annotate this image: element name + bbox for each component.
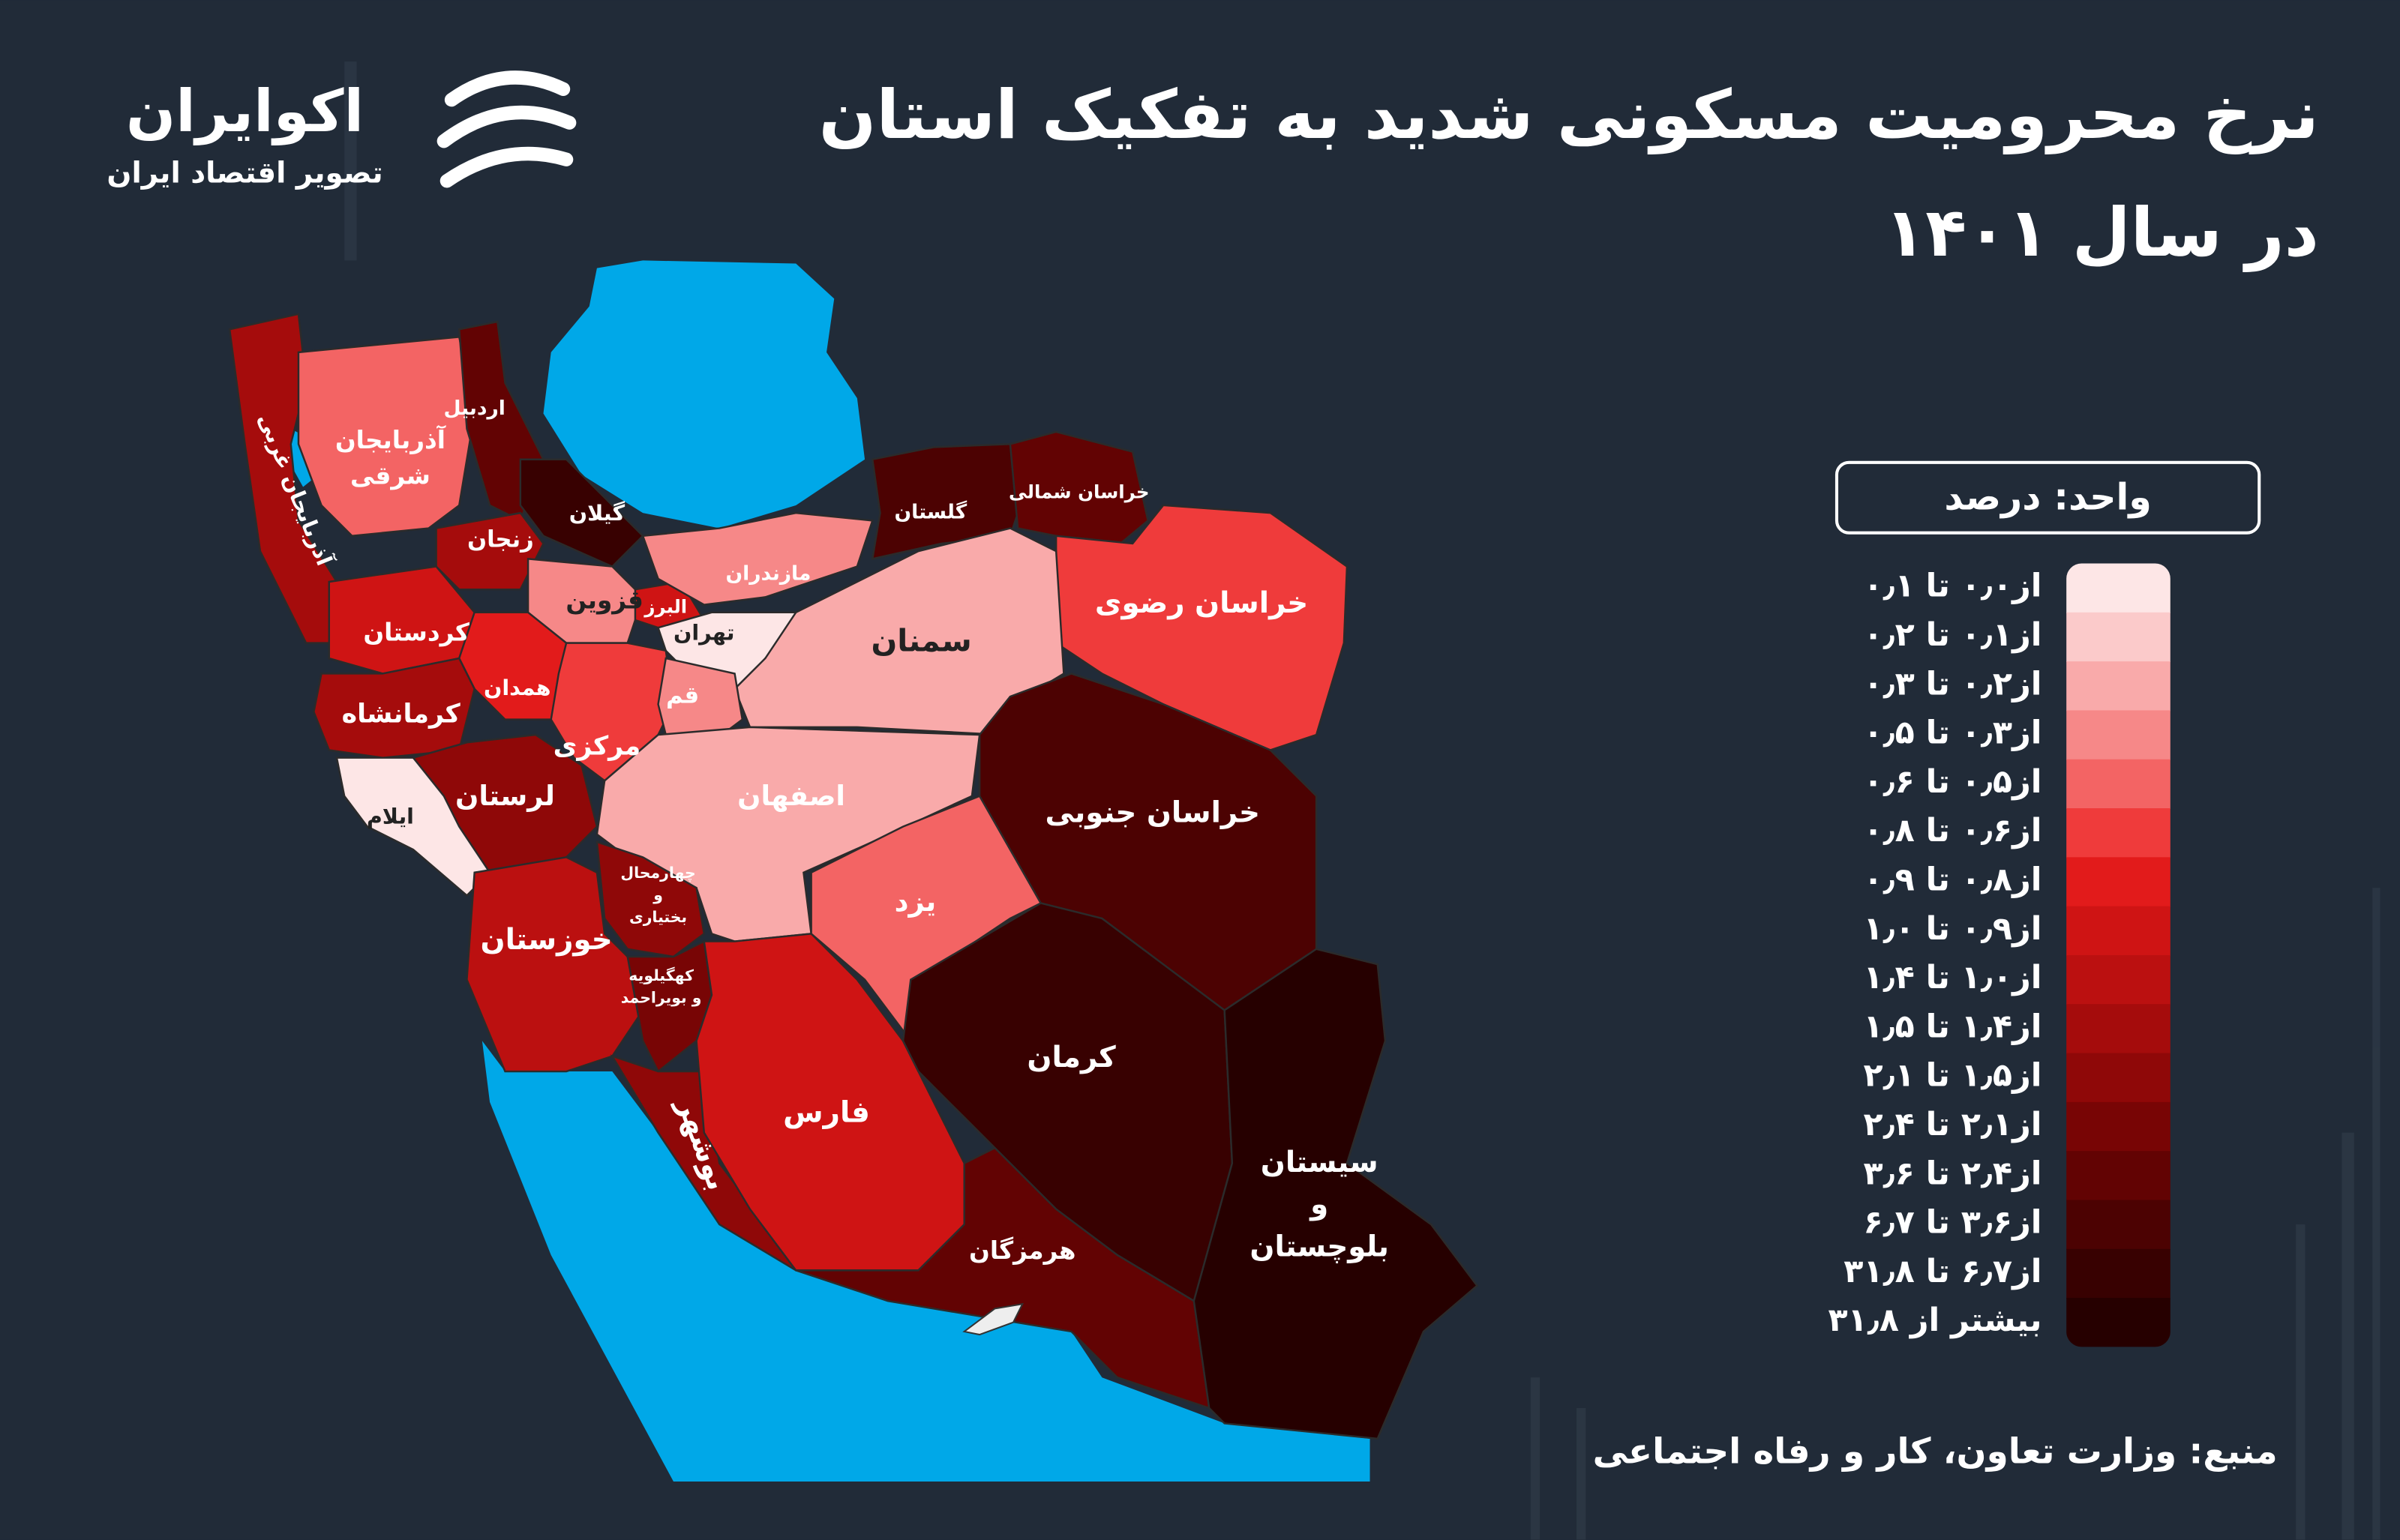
legend-label: از۲٫۴ تا ۳٫۶ <box>1863 1155 2042 1192</box>
legend-label: از۱٫۰ تا ۱٫۴ <box>1863 959 2042 996</box>
province-label: خوزستان <box>480 923 612 957</box>
legend-swatch <box>2066 954 2170 1005</box>
legend-label: از۰٫۱ تا ۰٫۲ <box>1863 616 2042 654</box>
logo-name: اکوایران <box>126 78 364 145</box>
province-label: کهگیلویه <box>628 966 694 984</box>
province-label: مرکزی <box>554 731 641 761</box>
legend: از۰٫۰ تا ۰٫۱ از۰٫۱ تا ۰٫۲ از۰٫۲ تا ۰٫۳ از۰٫… <box>1828 563 2170 1347</box>
legend-label: از۶٫۷ تا ۳۱٫۸ <box>1844 1253 2042 1290</box>
legend-label: از۰٫۶ تا ۰٫۸ <box>1863 812 2042 849</box>
province <box>1009 430 1149 560</box>
province-label: ایلام <box>367 803 414 828</box>
decor-bars <box>344 61 2380 1540</box>
province-label: فارس <box>783 1096 870 1130</box>
caspian-sea <box>543 260 866 529</box>
legend-bar <box>2066 563 2170 1347</box>
logo-tagline: تصویر اقتصاد ایران <box>106 157 382 190</box>
legend-swatch <box>2066 1200 2170 1250</box>
province-label: مازندران <box>726 562 812 585</box>
province-label: بختیاری <box>629 908 687 926</box>
legend-label: از۲٫۱ تا ۲٫۴ <box>1863 1106 2042 1143</box>
legend-swatch <box>2066 1053 2170 1103</box>
legend-swatch <box>2066 1151 2170 1201</box>
legend-swatch <box>2066 710 2170 760</box>
province-label: لرستان <box>455 780 555 812</box>
province-label: خراسان جنوبی <box>1046 796 1260 830</box>
province-label: کرمان <box>1027 1041 1116 1074</box>
province <box>641 511 874 606</box>
legend-label: از۰٫۳ تا ۰٫۵ <box>1863 715 2042 752</box>
province-label: خراسان شمالی <box>1009 481 1150 503</box>
legend-swatch <box>2066 906 2170 956</box>
province-label: آذربایجان <box>335 424 446 454</box>
persian-gulf <box>482 1041 1370 1482</box>
legend-label: از۱٫۵ تا ۲٫۱ <box>1863 1057 2042 1095</box>
province-label: البرز <box>643 596 687 618</box>
province-label: و بویراحمد <box>621 989 702 1007</box>
unit-box <box>1834 460 2261 535</box>
legend-label: از۰٫۵ تا ۰٫۶ <box>1863 763 2042 801</box>
province-label: سیستان <box>1261 1146 1378 1179</box>
province-label: سمنان <box>871 623 971 659</box>
legend-swatch <box>2066 563 2170 613</box>
title: در سال ۱۴۰۱ <box>1884 194 2318 272</box>
province <box>519 458 644 568</box>
legend-label: از۳٫۶ تا ۶٫۷ <box>1863 1204 2042 1242</box>
province-label: خراسان رضوی <box>1095 586 1308 620</box>
logo-icon <box>436 70 577 188</box>
province-label: اصفهان <box>737 780 845 812</box>
province-label: گیلان <box>569 500 626 526</box>
province-label: زنجان <box>467 526 534 553</box>
legend-label: از۰٫۲ تا ۰٫۳ <box>1863 665 2042 703</box>
province-label: چهارمحال <box>620 864 695 882</box>
province-label: شرقی <box>350 461 430 490</box>
legend-swatch <box>2066 1298 2170 1347</box>
province-label: تهران <box>674 619 735 645</box>
legend-swatch <box>2066 1004 2170 1054</box>
legend-label: از۰٫۰ تا ۰٫۱ <box>1863 568 2042 605</box>
legend-swatch <box>2066 661 2170 712</box>
legend-swatch <box>2066 1101 2170 1152</box>
unit-label: واحد: درصد <box>1944 475 2151 519</box>
province-label: قزوین <box>566 586 644 616</box>
legend-swatch <box>2066 857 2170 907</box>
province-label: و <box>652 885 663 903</box>
legend-swatch <box>2066 612 2170 663</box>
legend-swatch <box>2066 759 2170 810</box>
province-label: یزد <box>895 885 936 918</box>
legend-label: بیشتر از ۳۱٫۸ <box>1828 1302 2042 1339</box>
province-label: بلوچستان <box>1250 1230 1389 1263</box>
title: نرخ محرومیت مسکونی شدید به تفکیک استان <box>819 76 2319 155</box>
province-label: و <box>1309 1188 1328 1221</box>
province-label: هرمزگان <box>969 1236 1076 1265</box>
province <box>1054 504 1348 751</box>
province <box>596 840 706 958</box>
province-label: کرمانشاه <box>342 700 461 730</box>
legend-label: از۰٫۹ تا ۱٫۰ <box>1863 910 2042 948</box>
qeshm-island <box>962 1302 1024 1336</box>
legend-label: از۰٫۸ تا ۰٫۹ <box>1863 861 2042 898</box>
legend-swatch <box>2066 808 2170 858</box>
map: آذربایجان غربیآذربایجانشرقیاردبیلگیلانزن… <box>228 313 1479 1440</box>
province-label: کردستان <box>363 618 470 646</box>
province-label: قم <box>666 683 699 709</box>
province-label: گلستان <box>894 500 967 524</box>
legend-label: از۱٫۴ تا ۱٫۵ <box>1863 1008 2042 1045</box>
source: منبع: وزارت تعاون، کار و رفاه اجتماعی <box>1593 1431 2278 1473</box>
legend-swatch <box>2066 1248 2170 1299</box>
province <box>411 733 598 874</box>
province <box>1192 948 1479 1440</box>
province-label: همدان <box>484 675 551 700</box>
province-label: اردبیل <box>443 397 505 420</box>
